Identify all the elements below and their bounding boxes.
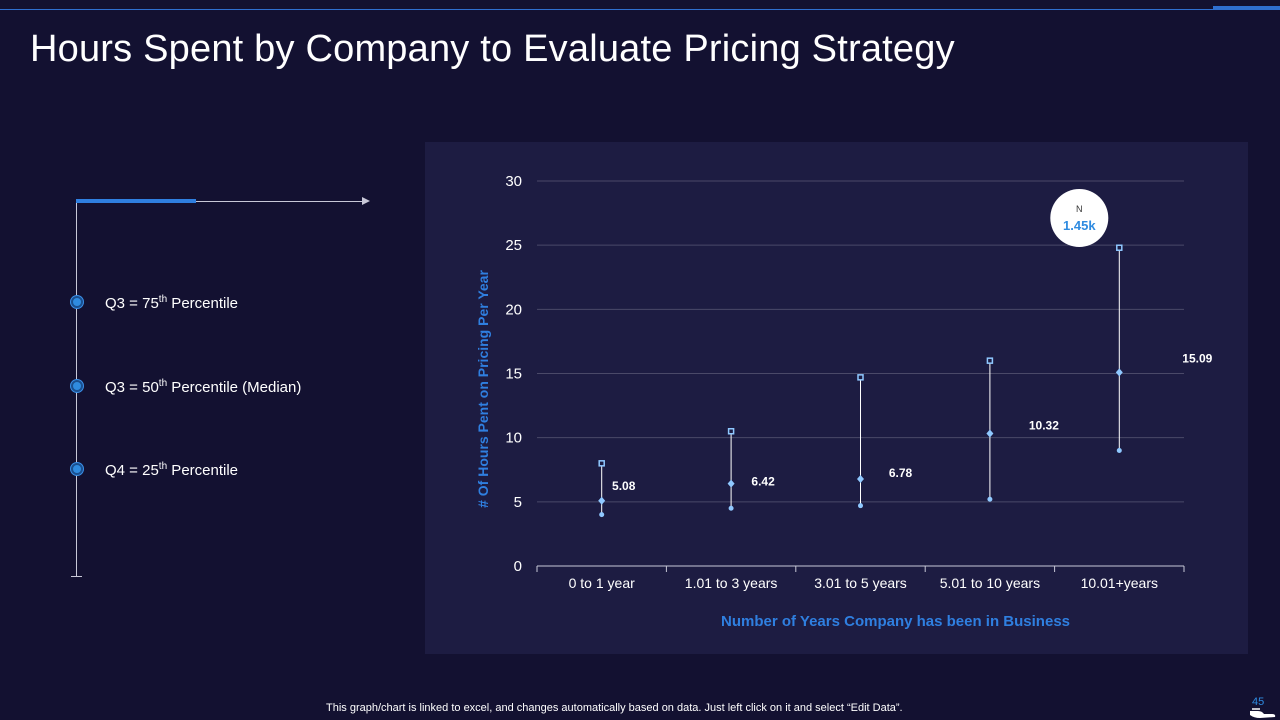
median-marker xyxy=(857,474,864,483)
chart-panel[interactable]: 0 5 10 15 20 25 30 0 to 1 year 1.01 to 3 years 3.… xyxy=(425,142,1248,654)
q75-marker xyxy=(598,460,605,467)
q25-marker xyxy=(858,503,863,509)
q25-marker xyxy=(728,505,734,511)
median-data-label: 15.09 xyxy=(1182,351,1212,365)
median-data-label: 5.08 xyxy=(612,479,636,493)
y-tick-label: 30 xyxy=(505,173,522,190)
median-data-label: 6.42 xyxy=(751,475,775,489)
y-tick-label: 25 xyxy=(505,237,522,254)
slide-title: Hours Spent by Company to Evaluate Prici… xyxy=(30,28,955,70)
x-tick-label: 10.01+years xyxy=(1081,575,1158,591)
bullet-dot-icon xyxy=(71,380,83,392)
y-tick-label: 20 xyxy=(505,301,522,318)
median-marker xyxy=(1115,368,1123,377)
x-tick-label: 1.01 to 3 years xyxy=(685,575,778,591)
x-tick-label: 0 to 1 year xyxy=(569,575,635,591)
q75-marker xyxy=(727,428,735,435)
x-tick-label: 3.01 to 5 years xyxy=(814,575,907,591)
y-tick-label: 15 xyxy=(505,366,522,383)
footnote: This graph/chart is linked to excel, and… xyxy=(326,702,903,714)
q25-marker xyxy=(1116,448,1122,453)
median-marker xyxy=(598,496,606,505)
header-accent-bar xyxy=(1213,6,1280,10)
q25-marker xyxy=(987,496,993,502)
median-marker xyxy=(986,429,994,438)
q25-marker xyxy=(599,512,605,518)
n-badge-value: 1.45k xyxy=(1063,218,1096,233)
bullet-dot-icon xyxy=(71,463,83,475)
legend-item-label: Q3 = 75th Percentile xyxy=(105,294,239,312)
page-number: 45 xyxy=(1252,696,1265,708)
n-badge xyxy=(1050,189,1109,247)
q75-marker xyxy=(1116,244,1123,251)
hand-logo-icon xyxy=(1250,708,1276,718)
y-tick-label: 5 xyxy=(514,494,522,511)
bullet-dot-icon xyxy=(71,296,83,308)
legend-item-label: Q3 = 50th Percentile (Median) xyxy=(105,378,302,396)
median-marker xyxy=(727,479,735,488)
range-chart[interactable]: 0 5 10 15 20 25 30 0 to 1 year 1.01 to 3 years 3.… xyxy=(425,142,1248,654)
legend-item-label: Q4 = 25th Percentile xyxy=(105,461,239,479)
y-tick-label: 10 xyxy=(505,430,522,447)
header-rule xyxy=(0,9,1280,10)
q75-marker xyxy=(857,374,864,381)
x-axis-title: Number of Years Company has been in Busi… xyxy=(721,613,1070,630)
q75-marker xyxy=(986,357,994,364)
x-tick-label: 5.01 to 10 years xyxy=(940,575,1040,591)
legend-accent-bar xyxy=(76,199,196,203)
y-tick-label: 0 xyxy=(514,558,522,575)
legend-end-tick xyxy=(71,576,82,577)
median-data-label: 10.32 xyxy=(1029,419,1059,433)
median-data-label: 6.78 xyxy=(889,466,913,480)
legend-horizontal-line xyxy=(76,201,366,202)
y-axis-title: # Of Hours Pent on Pricing Per Year xyxy=(475,270,491,508)
n-badge-label: N xyxy=(1076,204,1083,214)
arrow-right-icon xyxy=(362,197,370,205)
